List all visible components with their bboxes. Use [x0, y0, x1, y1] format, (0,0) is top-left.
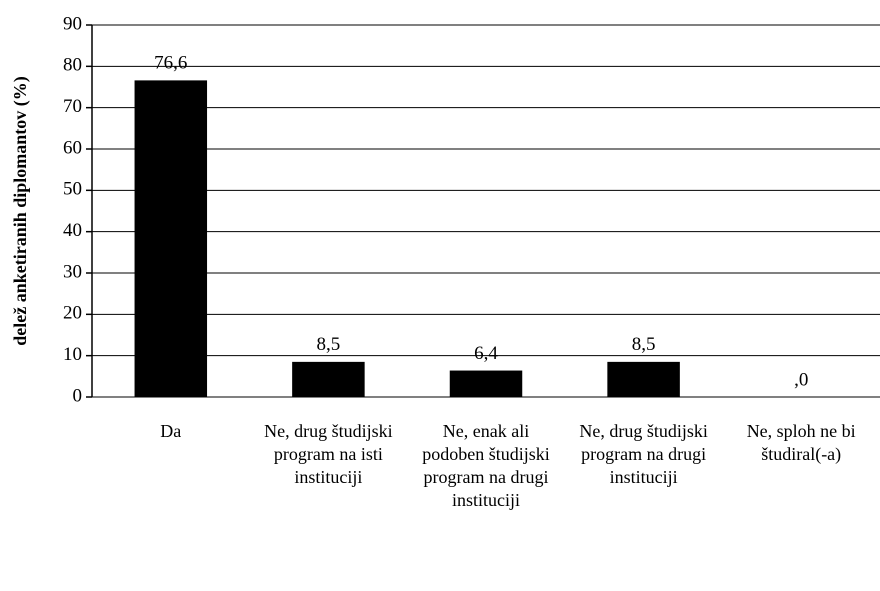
- x-tick-label: Da: [160, 421, 182, 441]
- y-tick-label: 0: [73, 385, 83, 406]
- value-label: 8,5: [632, 334, 656, 355]
- bar: [449, 370, 523, 397]
- x-tick-label: Ne, drug študijski program na isti insti…: [264, 421, 393, 487]
- x-tick-label: Ne, sploh ne bi študiral(-a): [746, 421, 856, 464]
- y-tick-label: 90: [63, 13, 82, 34]
- x-tick-label: Ne, enak ali podoben študijski program n…: [422, 421, 550, 510]
- y-tick-label: 10: [63, 344, 82, 365]
- bar: [607, 361, 680, 397]
- y-tick-label: 60: [63, 137, 82, 158]
- value-label: 6,4: [474, 343, 498, 364]
- y-axis-label: delež anketiranih diplomantov (%): [10, 76, 31, 346]
- y-tick-label: 40: [63, 220, 82, 241]
- value-label: ,0: [794, 369, 808, 390]
- bar: [134, 80, 208, 398]
- y-tick-label: 70: [63, 96, 82, 117]
- x-tick-label: Ne, drug študijski program na drugi inst…: [579, 421, 708, 487]
- y-tick-label: 80: [63, 55, 82, 76]
- bar: [292, 361, 365, 397]
- y-tick-label: 20: [63, 303, 82, 324]
- y-tick-label: 30: [63, 261, 82, 282]
- y-tick-label: 50: [63, 179, 82, 200]
- value-label: 8,5: [317, 334, 341, 355]
- value-label: 76,6: [154, 53, 187, 74]
